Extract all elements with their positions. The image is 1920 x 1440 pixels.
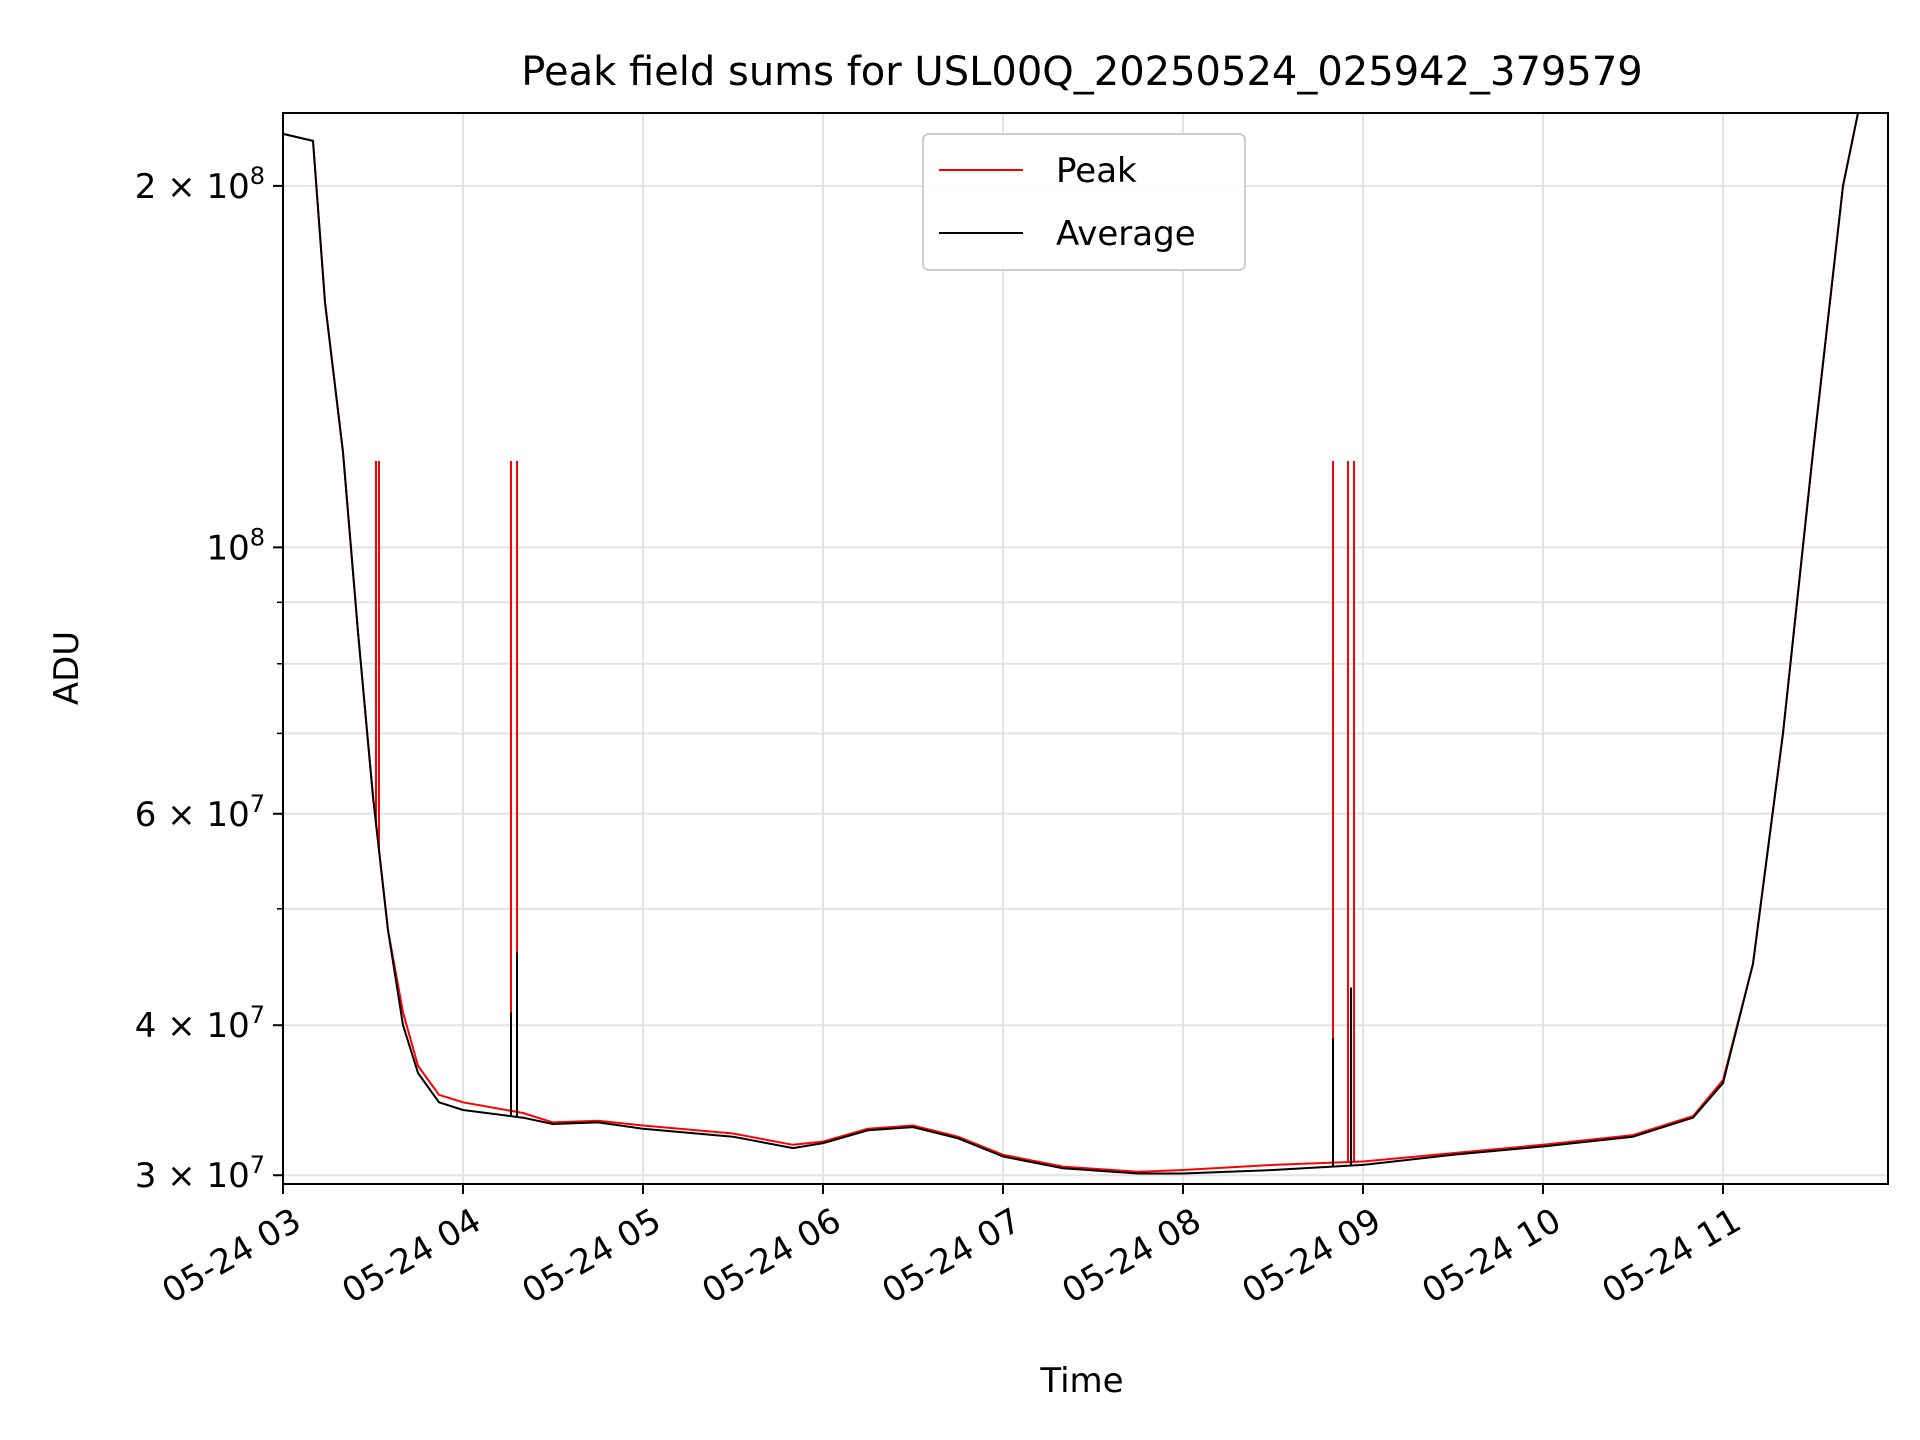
legend-label-average: Average (1056, 214, 1196, 254)
plot-frame (282, 112, 1889, 1185)
y-axis-label: ADU (47, 631, 87, 705)
legend-box (922, 133, 1246, 271)
y-tick-label: 2 × 108 (135, 162, 265, 207)
x-axis-label: Time (1039, 1361, 1123, 1401)
y-tick-label: 4 × 107 (135, 1001, 265, 1046)
grid (282, 113, 1888, 1184)
y-tick-label: 108 (206, 523, 265, 568)
y-tick-label: 3 × 107 (135, 1151, 265, 1196)
chart-title: Peak field sums for USL00Q_20250524_0259… (521, 49, 1642, 95)
series-line-average (283, 113, 1859, 1175)
legend: Peak Average (922, 133, 1246, 271)
legend-label-peak: Peak (1056, 151, 1137, 191)
series-layer (283, 113, 1859, 1175)
y-tick-label: 6 × 107 (135, 790, 265, 835)
